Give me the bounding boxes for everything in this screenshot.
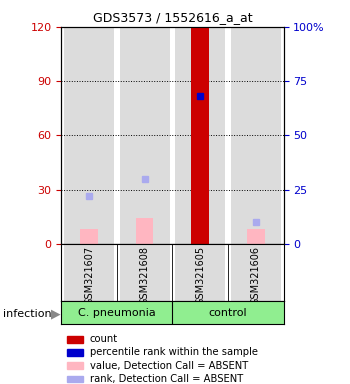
Text: count: count: [90, 334, 118, 344]
Text: percentile rank within the sample: percentile rank within the sample: [90, 347, 258, 357]
Bar: [120, 27, 170, 244]
Bar: [191, 27, 209, 244]
Text: GSM321608: GSM321608: [140, 246, 149, 305]
Bar: [172, 301, 284, 324]
Bar: [247, 228, 265, 244]
Text: GSM321605: GSM321605: [195, 246, 205, 305]
Bar: [175, 244, 225, 301]
Bar: [67, 349, 83, 356]
Bar: [67, 362, 83, 369]
Bar: [61, 301, 172, 324]
Bar: [64, 244, 114, 301]
Text: control: control: [209, 308, 247, 318]
Bar: [67, 336, 83, 343]
Text: rank, Detection Call = ABSENT: rank, Detection Call = ABSENT: [90, 374, 243, 384]
Text: C. pneumonia: C. pneumonia: [78, 308, 156, 318]
Bar: [231, 244, 281, 301]
Bar: [120, 244, 170, 301]
Bar: [67, 376, 83, 382]
Bar: [175, 27, 225, 244]
Text: infection: infection: [4, 309, 52, 319]
Bar: [64, 27, 114, 244]
Text: value, Detection Call = ABSENT: value, Detection Call = ABSENT: [90, 361, 248, 371]
Text: GSM321607: GSM321607: [84, 246, 94, 305]
Text: ▶: ▶: [51, 307, 60, 320]
Title: GDS3573 / 1552616_a_at: GDS3573 / 1552616_a_at: [92, 11, 252, 24]
Bar: [231, 27, 281, 244]
Bar: [80, 228, 98, 244]
Text: GSM321606: GSM321606: [251, 246, 261, 305]
Bar: [136, 218, 154, 244]
